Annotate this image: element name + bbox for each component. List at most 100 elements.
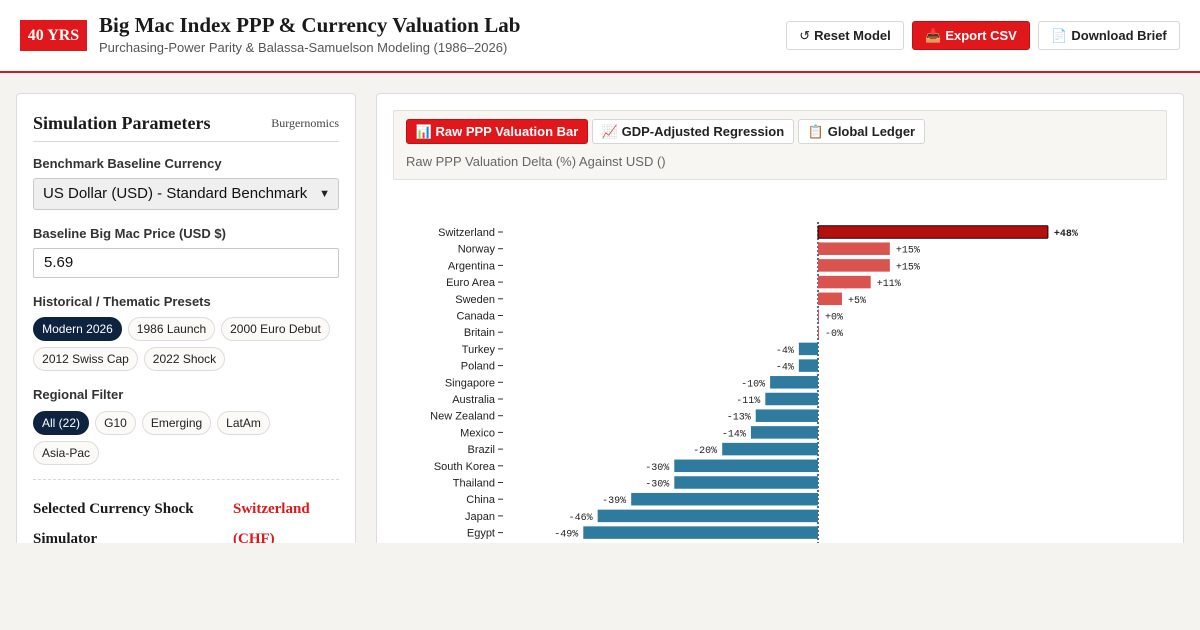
benchmark-currency-label: Benchmark Baseline Currency: [33, 156, 222, 171]
category-label: Argentina: [448, 260, 496, 272]
category-label: Turkey: [462, 344, 496, 356]
data-label: -14%: [722, 429, 746, 440]
reset-model-label: Reset Model: [814, 28, 891, 43]
bar: [798, 342, 818, 356]
line-chart-icon: 📈: [601, 124, 619, 139]
chevron-down-icon: ▼: [319, 188, 330, 200]
app-header: 40 YRS Big Mac Index PPP & Currency Valu…: [0, 0, 1200, 73]
data-label: -4%: [776, 363, 794, 374]
page-subtitle: Purchasing-Power Parity & Balassa-Samuel…: [99, 40, 508, 55]
bar: [755, 409, 818, 422]
export-csv-label: Export CSV: [945, 28, 1017, 43]
bar: [583, 526, 818, 539]
export-csv-button[interactable]: 📥 Export CSV: [912, 21, 1030, 50]
chart-panel: 📊 Raw PPP Valuation Bar 📈 GDP-Adjusted R…: [376, 93, 1184, 564]
data-label: -20%: [693, 446, 717, 457]
inbox-tray-icon: 📥: [925, 28, 942, 43]
bar: [818, 292, 842, 306]
data-label: -10%: [741, 379, 765, 390]
category-label: Egypt: [467, 528, 495, 540]
region-latam[interactable]: LatAm: [217, 411, 270, 435]
panel-note: Burgernomics: [271, 116, 339, 130]
data-label: -13%: [727, 413, 751, 424]
preset-2012-swiss-cap[interactable]: 2012 Swiss Cap: [33, 347, 138, 371]
region-all[interactable]: All (22): [33, 411, 89, 435]
bar: [750, 426, 818, 439]
anniversary-badge: 40 YRS: [20, 20, 87, 51]
data-label: -11%: [736, 396, 760, 407]
download-brief-label: Download Brief: [1071, 28, 1167, 43]
category-label: Australia: [452, 394, 496, 406]
category-label: Singapore: [445, 377, 495, 389]
category-label: Canada: [456, 311, 495, 323]
data-label: -46%: [569, 513, 593, 524]
tab-global-ledger[interactable]: 📋 Global Ledger: [798, 119, 925, 144]
region-g10[interactable]: G10: [95, 411, 136, 435]
preset-2022-shock[interactable]: 2022 Shock: [144, 347, 225, 371]
category-label: Euro Area: [446, 277, 496, 289]
benchmark-currency-select[interactable]: US Dollar (USD) - Standard Benchmark ▼: [33, 178, 339, 210]
benchmark-currency-value: US Dollar (USD) - Standard Benchmark: [43, 185, 308, 202]
bar: [674, 476, 818, 489]
download-brief-button[interactable]: 📄 Download Brief: [1038, 21, 1180, 50]
bar: [818, 325, 819, 339]
panel-title: Simulation Parameters: [33, 113, 211, 133]
chart-caption: Raw PPP Valuation Delta (%) Against USD …: [406, 154, 666, 169]
category-label: New Zealand: [430, 411, 495, 423]
data-label: -0%: [825, 329, 843, 340]
presets-label: Historical / Thematic Presets: [33, 294, 211, 309]
bar: [770, 376, 818, 389]
preset-modern-2026[interactable]: Modern 2026: [33, 317, 122, 341]
bar: [597, 509, 818, 523]
preset-1986-launch[interactable]: 1986 Launch: [128, 317, 215, 341]
bar: [631, 492, 818, 506]
tab-label: GDP-Adjusted Regression: [621, 124, 785, 139]
data-label: +15%: [896, 246, 920, 257]
regional-filter-label: Regional Filter: [33, 387, 124, 402]
tab-label: Global Ledger: [827, 124, 916, 139]
data-label: +48%: [1054, 229, 1078, 240]
data-label: -30%: [645, 463, 669, 474]
region-asia-pac[interactable]: Asia-Pac: [33, 441, 99, 465]
category-label: Norway: [458, 244, 496, 256]
reset-icon: ↺: [799, 28, 811, 43]
region-emerging[interactable]: Emerging: [142, 411, 211, 435]
bar: [817, 225, 1049, 239]
category-label: South Korea: [434, 461, 496, 473]
chart-tabs-bar: 📊 Raw PPP Valuation Bar 📈 GDP-Adjusted R…: [393, 110, 1167, 180]
data-label: -4%: [776, 346, 794, 357]
clipboard-icon: 📋: [807, 124, 825, 139]
big-mac-price-input[interactable]: 5.69: [33, 248, 339, 278]
category-label: Poland: [461, 361, 495, 373]
divider: [33, 479, 339, 480]
bar: [818, 309, 819, 322]
data-label: +11%: [877, 279, 901, 290]
tab-label: Raw PPP Valuation Bar: [435, 124, 579, 139]
data-label: +15%: [896, 262, 920, 273]
category-label: Sweden: [455, 294, 495, 306]
preset-2000-euro-debut[interactable]: 2000 Euro Debut: [221, 317, 330, 341]
category-label: China: [466, 494, 496, 506]
category-label: Japan: [465, 511, 495, 523]
valuation-bar-chart: Switzerland +48% Norway +15% Argentina +15% Eu…: [430, 222, 1078, 564]
bar: [818, 275, 871, 289]
page-title: Big Mac Index PPP & Currency Valuation L…: [99, 13, 521, 37]
tab-raw-ppp[interactable]: 📊 Raw PPP Valuation Bar: [406, 119, 588, 144]
simulation-parameters-panel: Simulation Parameters Burgernomics Bench…: [16, 93, 356, 563]
bar: [798, 359, 818, 372]
bar: [674, 459, 818, 473]
tab-gdp-regression[interactable]: 📈 GDP-Adjusted Regression: [592, 119, 794, 144]
category-label: Brazil: [467, 444, 495, 456]
bar: [818, 259, 890, 272]
category-label: Mexico: [460, 427, 495, 439]
reset-model-button[interactable]: ↺ Reset Model: [786, 21, 904, 50]
data-label: +5%: [848, 296, 866, 307]
divider: [33, 141, 339, 142]
bar: [818, 242, 890, 255]
data-label: -39%: [602, 496, 626, 507]
data-label: -49%: [554, 530, 578, 541]
data-label: +0%: [825, 313, 843, 324]
bar: [722, 442, 818, 456]
category-label: Thailand: [453, 478, 495, 490]
category-label: Britain: [464, 327, 495, 339]
